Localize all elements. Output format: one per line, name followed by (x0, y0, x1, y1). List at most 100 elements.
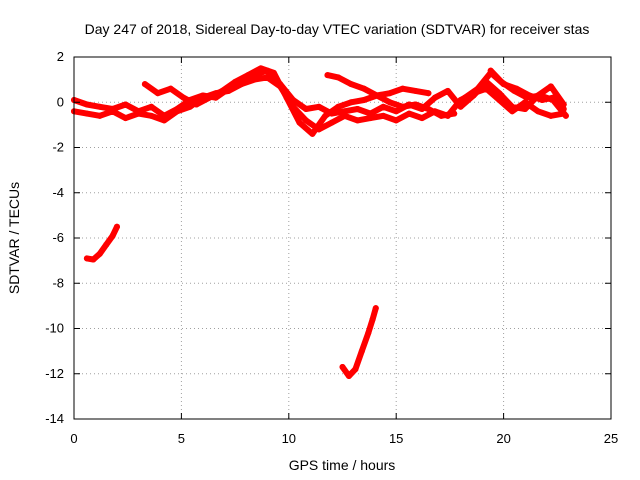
data-point (412, 101, 419, 108)
data-point (148, 103, 155, 110)
data-point (302, 117, 309, 124)
data-point (96, 112, 103, 119)
y-tick-label: -14 (45, 411, 64, 426)
data-point (534, 108, 541, 115)
x-tick-label: 15 (389, 431, 403, 446)
data-point (358, 348, 365, 355)
data-point (406, 110, 413, 117)
x-tick-label: 25 (604, 431, 618, 446)
y-tick-label: -6 (52, 230, 64, 245)
data-point (219, 87, 226, 94)
data-point (386, 99, 393, 106)
data-point (113, 223, 120, 230)
data-point (431, 94, 438, 101)
data-point (522, 99, 529, 106)
data-point (283, 94, 290, 101)
data-point (522, 106, 529, 113)
data-point (161, 117, 168, 124)
data-point (206, 94, 213, 101)
data-point (109, 108, 116, 115)
data-point (83, 101, 90, 108)
data-point (550, 96, 557, 103)
data-point (335, 74, 342, 81)
data-point (474, 85, 481, 92)
data-point (83, 110, 90, 117)
data-point (418, 115, 425, 122)
data-point (380, 103, 387, 110)
data-point (354, 106, 361, 113)
data-point (425, 106, 432, 113)
y-tick-label: 2 (57, 49, 64, 64)
data-point (296, 119, 303, 126)
data-point (264, 74, 271, 81)
chart-title: Day 247 of 2018, Sidereal Day-to-day VTE… (85, 21, 590, 37)
data-point (487, 67, 494, 74)
x-tick-label: 10 (282, 431, 296, 446)
y-tick-label: -10 (45, 321, 64, 336)
x-tick-label: 5 (178, 431, 185, 446)
data-point (96, 103, 103, 110)
data-point (425, 90, 432, 97)
data-point (372, 305, 379, 312)
y-tick-label: -2 (52, 140, 64, 155)
data-point (103, 241, 110, 248)
data-point (141, 81, 148, 88)
data-point (386, 90, 393, 97)
data-point (309, 130, 316, 137)
data-point (96, 250, 103, 257)
x-tick-label: 0 (70, 431, 77, 446)
data-point (324, 72, 331, 79)
data-point (496, 96, 503, 103)
data-point (399, 103, 406, 110)
y-axis-label: SDTVAR / TECUs (6, 182, 22, 294)
data-point (251, 76, 258, 83)
data-point (524, 94, 531, 101)
data-point (547, 83, 554, 90)
data-point (451, 110, 458, 117)
data-point (348, 81, 355, 88)
data-point (537, 92, 544, 99)
data-point (315, 103, 322, 110)
data-point (83, 255, 90, 262)
y-tick-label: -12 (45, 366, 64, 381)
data-point (302, 106, 309, 113)
data-point (322, 112, 329, 119)
data-point (511, 87, 518, 94)
data-point (148, 112, 155, 119)
axis-ticks (73, 56, 612, 420)
y-tick-label: -8 (52, 275, 64, 290)
data-point (193, 101, 200, 108)
data-point (393, 108, 400, 115)
data-point (498, 78, 505, 85)
data-point (354, 117, 361, 124)
data-point (122, 115, 129, 122)
data-point (393, 117, 400, 124)
data-point (380, 112, 387, 119)
data-point (345, 373, 352, 380)
data-point (562, 112, 569, 119)
data-point (174, 108, 181, 115)
data-point (348, 99, 355, 106)
x-axis-label: GPS time / hours (289, 457, 396, 473)
data-point (399, 85, 406, 92)
y-tick-label: -4 (52, 185, 64, 200)
data-point (328, 119, 335, 126)
data-point (412, 87, 419, 94)
data-point (232, 78, 239, 85)
data-point (341, 112, 348, 119)
y-tick-label: 0 (57, 94, 64, 109)
data-point (180, 94, 187, 101)
data-series (71, 65, 569, 380)
data-point (257, 65, 264, 72)
data-point (352, 366, 359, 373)
data-point (360, 96, 367, 103)
data-point (109, 232, 116, 239)
data-point (547, 112, 554, 119)
data-point (154, 90, 161, 97)
data-point (122, 101, 129, 108)
data-point (369, 316, 376, 323)
data-point (496, 90, 503, 97)
data-point (360, 85, 367, 92)
